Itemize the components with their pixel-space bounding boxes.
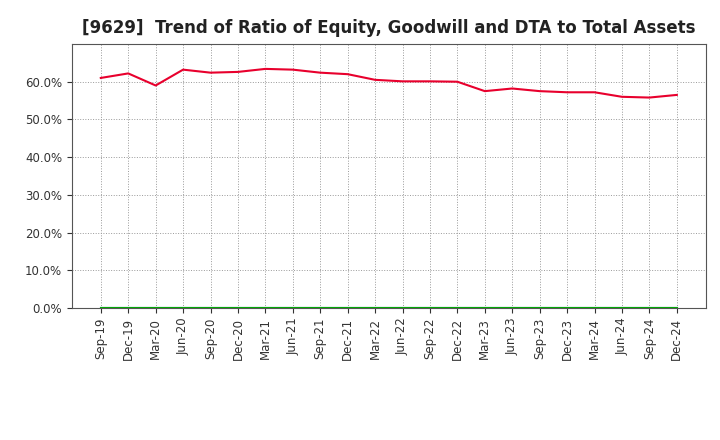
Equity — [206, 70, 215, 75]
Deferred Tax Assets — [645, 305, 654, 311]
Deferred Tax Assets — [316, 305, 325, 311]
Equity — [645, 95, 654, 100]
Equity — [590, 90, 599, 95]
Deferred Tax Assets — [508, 305, 516, 311]
Goodwill — [672, 305, 681, 311]
Equity — [124, 71, 132, 76]
Goodwill — [233, 305, 242, 311]
Goodwill — [96, 305, 105, 311]
Equity — [96, 75, 105, 81]
Equity — [480, 88, 489, 94]
Goodwill — [480, 305, 489, 311]
Equity — [289, 67, 297, 72]
Goodwill — [206, 305, 215, 311]
Deferred Tax Assets — [618, 305, 626, 311]
Equity — [179, 67, 187, 72]
Equity — [453, 79, 462, 84]
Equity — [233, 69, 242, 74]
Goodwill — [398, 305, 407, 311]
Goodwill — [645, 305, 654, 311]
Goodwill — [618, 305, 626, 311]
Deferred Tax Assets — [233, 305, 242, 311]
Goodwill — [179, 305, 187, 311]
Deferred Tax Assets — [179, 305, 187, 311]
Deferred Tax Assets — [672, 305, 681, 311]
Deferred Tax Assets — [124, 305, 132, 311]
Deferred Tax Assets — [289, 305, 297, 311]
Equity — [261, 66, 270, 72]
Deferred Tax Assets — [536, 305, 544, 311]
Goodwill — [563, 305, 572, 311]
Equity — [536, 88, 544, 94]
Equity — [316, 70, 325, 75]
Equity — [508, 86, 516, 91]
Deferred Tax Assets — [206, 305, 215, 311]
Deferred Tax Assets — [261, 305, 270, 311]
Goodwill — [426, 305, 434, 311]
Line: Equity: Equity — [101, 69, 677, 98]
Equity — [426, 79, 434, 84]
Goodwill — [289, 305, 297, 311]
Deferred Tax Assets — [426, 305, 434, 311]
Equity — [151, 83, 160, 88]
Goodwill — [371, 305, 379, 311]
Goodwill — [124, 305, 132, 311]
Goodwill — [151, 305, 160, 311]
Equity — [563, 90, 572, 95]
Goodwill — [453, 305, 462, 311]
Goodwill — [261, 305, 270, 311]
Deferred Tax Assets — [398, 305, 407, 311]
Goodwill — [590, 305, 599, 311]
Goodwill — [508, 305, 516, 311]
Equity — [398, 79, 407, 84]
Equity — [343, 72, 352, 77]
Deferred Tax Assets — [96, 305, 105, 311]
Equity — [618, 94, 626, 99]
Equity — [672, 92, 681, 98]
Deferred Tax Assets — [480, 305, 489, 311]
Deferred Tax Assets — [343, 305, 352, 311]
Goodwill — [343, 305, 352, 311]
Goodwill — [536, 305, 544, 311]
Goodwill — [316, 305, 325, 311]
Deferred Tax Assets — [590, 305, 599, 311]
Deferred Tax Assets — [563, 305, 572, 311]
Deferred Tax Assets — [151, 305, 160, 311]
Deferred Tax Assets — [453, 305, 462, 311]
Equity — [371, 77, 379, 82]
Title: [9629]  Trend of Ratio of Equity, Goodwill and DTA to Total Assets: [9629] Trend of Ratio of Equity, Goodwil… — [82, 19, 696, 37]
Deferred Tax Assets — [371, 305, 379, 311]
